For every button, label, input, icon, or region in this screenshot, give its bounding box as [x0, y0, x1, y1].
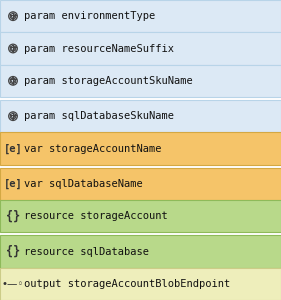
Bar	[0, 200, 281, 232]
Text: resource storageAccount: resource storageAccount	[24, 211, 168, 221]
Text: var storageAccountName: var storageAccountName	[24, 143, 162, 154]
Bar	[0, 100, 281, 132]
Text: output storageAccountBlobEndpoint: output storageAccountBlobEndpoint	[24, 279, 230, 289]
Text: param resourceNameSuffix: param resourceNameSuffix	[24, 44, 174, 53]
Text: var sqlDatabaseName: var sqlDatabaseName	[24, 179, 143, 189]
Text: [e]: [e]	[4, 143, 22, 154]
Text: param sqlDatabaseSkuName: param sqlDatabaseSkuName	[24, 111, 174, 121]
Bar	[0, 32, 281, 65]
Text: {}: {}	[6, 245, 20, 258]
Text: {}: {}	[6, 210, 20, 223]
Bar	[0, 235, 281, 268]
Bar	[0, 65, 281, 97]
Bar	[0, 268, 281, 300]
Text: resource sqlDatabase: resource sqlDatabase	[24, 247, 149, 256]
Text: •—◦: •—◦	[2, 279, 24, 289]
Text: param storageAccountSkuName: param storageAccountSkuName	[24, 76, 193, 86]
Bar	[0, 132, 281, 165]
Text: [e]: [e]	[4, 179, 22, 189]
Bar	[0, 0, 281, 32]
Text: param environmentType: param environmentType	[24, 11, 155, 21]
Bar	[0, 168, 281, 200]
